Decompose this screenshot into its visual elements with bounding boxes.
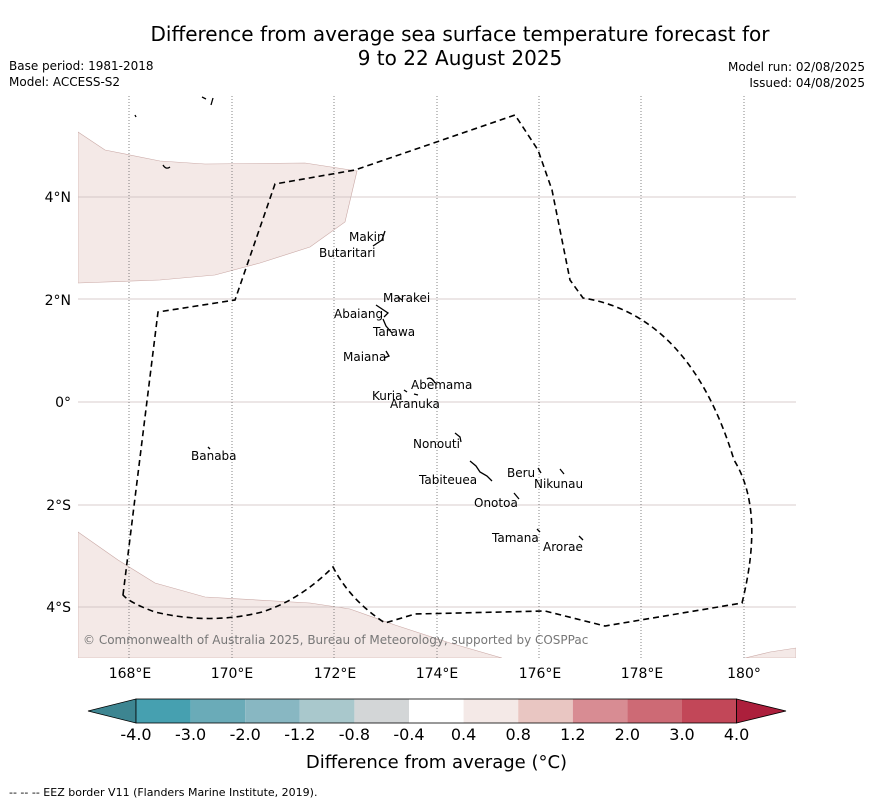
colorbar-tick-label: -0.4 [393, 725, 425, 744]
lon-tick-labels: 168°E 170°E 172°E 174°E 176°E 178°E 180° [109, 666, 761, 682]
colorbar-segment [354, 699, 409, 723]
island-label-nonouti: Nonouti [413, 437, 460, 451]
colorbar-segment [409, 699, 464, 723]
colorbar-tick-label: 3.0 [669, 725, 695, 744]
island-label-tamana: Tamana [491, 531, 539, 545]
colorbar-segment [627, 699, 682, 723]
island-label-beru: Beru [507, 466, 535, 480]
lon-tick-172e: 172°E [314, 666, 357, 682]
island-outlines [134, 96, 584, 541]
base-period: Base period: 1981-2018 [9, 59, 154, 73]
island-label-makin: Makin [349, 230, 385, 244]
colorbar-segment [518, 699, 573, 723]
copyright-notice: © Commonwealth of Australia 2025, Bureau… [83, 633, 588, 647]
eez-footnote: -- -- -- EEZ border V11 (Flanders Marine… [9, 786, 318, 799]
colorbar-under-arrow [87, 698, 137, 724]
colorbar-tick-label: 0.8 [505, 725, 531, 744]
colorbar-tick-label: -4.0 [120, 725, 152, 744]
anomaly-region-south [78, 531, 503, 658]
colorbar-tick-label: -0.8 [338, 725, 370, 744]
issued-date: Issued: 04/08/2025 [749, 76, 865, 90]
map-panel: Makin Butaritari Marakei Abaiang Tarawa … [78, 96, 796, 658]
title-line-2: 9 to 22 August 2025 [357, 46, 563, 70]
anomaly-region-north [78, 131, 358, 284]
colorbar-tick-label: -1.2 [284, 725, 316, 744]
colorbar-segment [245, 699, 300, 723]
island-label-maiana: Maiana [343, 350, 386, 364]
colorbar-segment [572, 699, 628, 723]
island-label-butaritari: Butaritari [319, 246, 376, 260]
eez-border [122, 114, 753, 627]
island-label-banaba: Banaba [191, 449, 237, 463]
lon-tick-180: 180° [727, 666, 761, 682]
anomaly-region-southeast [744, 647, 796, 658]
island-label-onotoa: Onotoa [474, 496, 518, 510]
colorbar-title: Difference from average (°C) [305, 752, 568, 773]
model-name: Model: ACCESS-S2 [9, 75, 121, 89]
colorbar-tick-label: -3.0 [174, 725, 207, 744]
island-label-marakei: Marakei [383, 291, 430, 305]
island-label-arorae: Arorae [543, 540, 583, 554]
lon-tick-174e: 174°E [416, 666, 459, 682]
title-line-1: Difference from average sea surface temp… [150, 22, 770, 46]
colorbar-tick-label: 0.4 [450, 725, 477, 744]
lat-tick-0: 0° [55, 395, 71, 411]
colorbar-segment [136, 699, 191, 723]
lat-tick-4s: 4°S [46, 600, 71, 616]
island-labels: Makin Butaritari Marakei Abaiang Tarawa … [191, 230, 583, 554]
colorbar-segment [190, 699, 246, 723]
lat-tick-2n: 2°N [45, 293, 71, 309]
colorbar-segment [299, 699, 355, 723]
lat-tick-labels: 4°N 2°N 0° 2°S 4°S [45, 190, 72, 616]
map-title: Difference from average sea surface temp… [80, 22, 840, 70]
colorbar-segment [463, 699, 519, 723]
island-label-aranuka: Aranuka [390, 397, 440, 411]
island-label-tarawa: Tarawa [372, 325, 415, 339]
island-label-kuria: Kuria [372, 389, 403, 403]
lon-tick-168e: 168°E [109, 666, 152, 682]
colorbar [87, 698, 787, 724]
colorbar-tick-label: 4.0 [723, 725, 750, 744]
island-label-tabiteuea: Tabiteuea [418, 473, 477, 487]
colorbar-tick-label: 2.0 [614, 725, 641, 744]
lon-tick-170e: 170°E [211, 666, 254, 682]
lat-tick-4n: 4°N [45, 190, 71, 206]
lon-tick-176e: 176°E [519, 666, 562, 682]
island-label-nikunau: Nikunau [534, 477, 583, 491]
colorbar-segment [682, 699, 737, 723]
model-run: Model run: 02/08/2025 [727, 60, 865, 74]
island-label-abaiang: Abaiang [334, 307, 383, 321]
colorbar-tick-label: -2.0 [229, 725, 261, 744]
lat-tick-2s: 2°S [46, 498, 71, 514]
lon-tick-178e: 178°E [621, 666, 664, 682]
colorbar-over-arrow [736, 698, 787, 724]
colorbar-frame [135, 698, 737, 724]
lon-gridlines [128, 96, 745, 658]
colorbar-tick-label: 1.2 [560, 725, 586, 744]
island-label-abemama: Abemama [411, 378, 472, 392]
